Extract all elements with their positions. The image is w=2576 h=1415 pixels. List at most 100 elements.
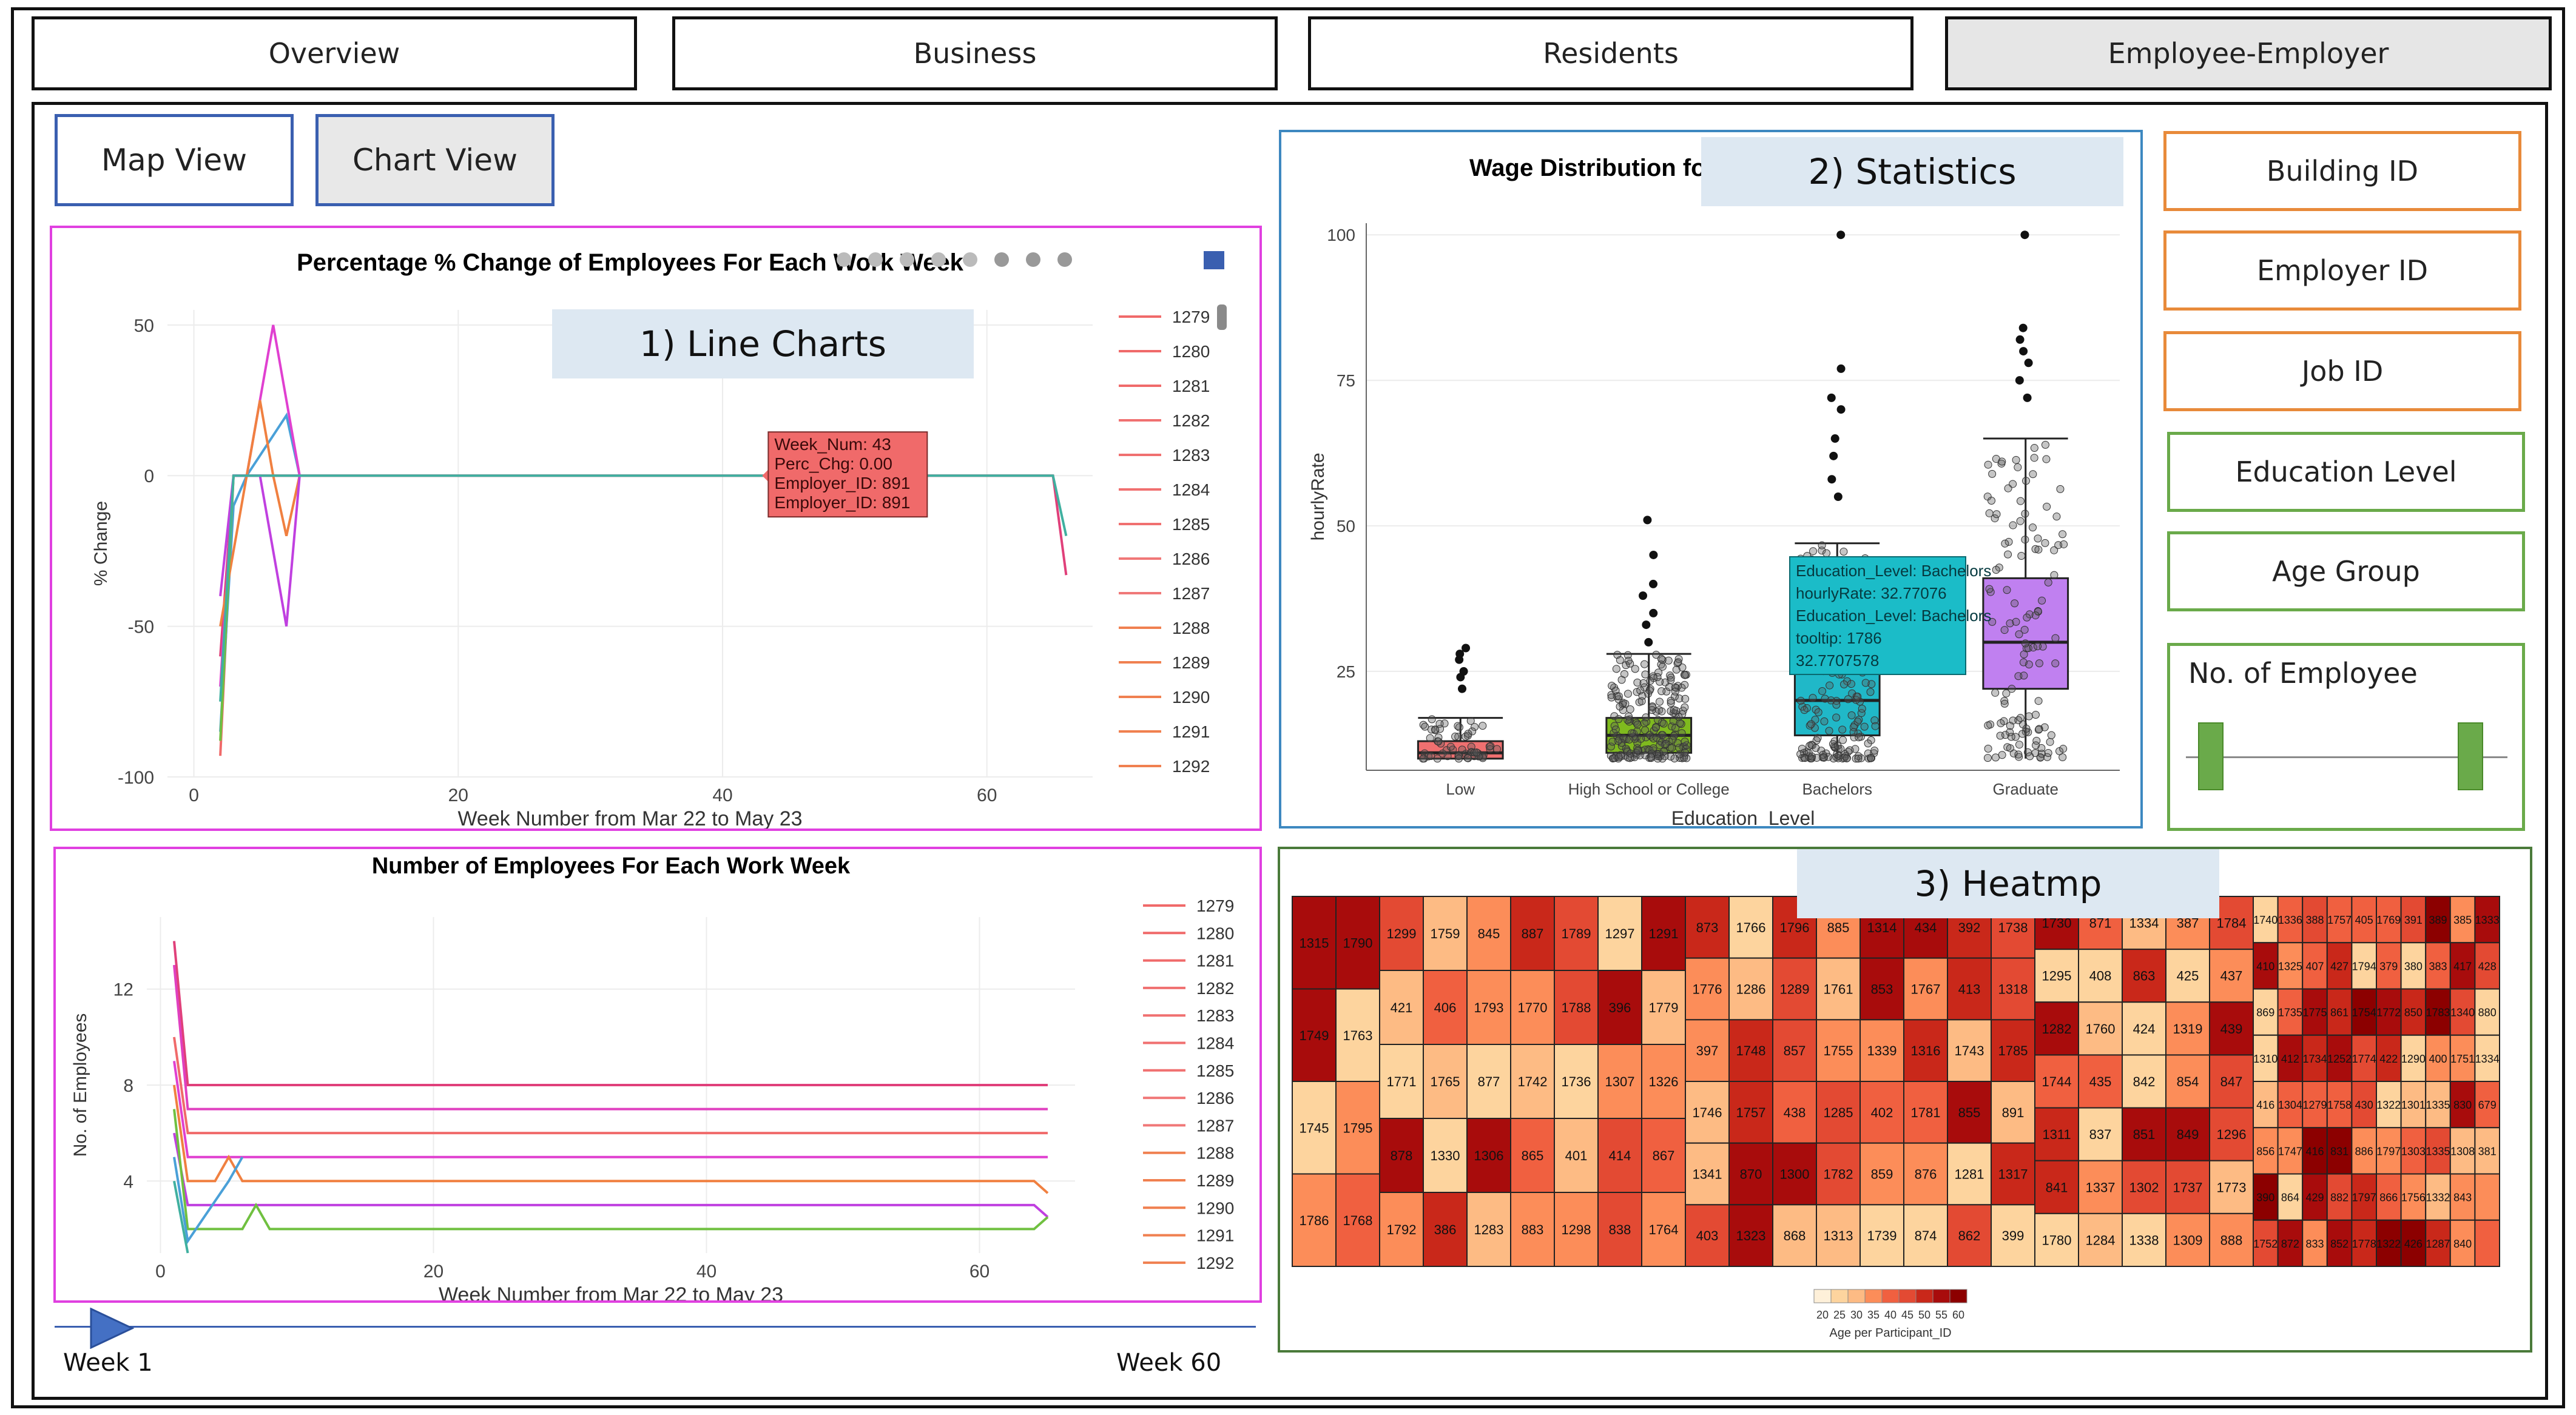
heat-cell[interactable] (1597, 1192, 1642, 1267)
heat-cell[interactable] (1554, 1118, 1599, 1193)
heat-cell[interactable] (1641, 1192, 1686, 1267)
map-view-button[interactable]: Map View (55, 114, 294, 206)
heat-cell[interactable] (1597, 1044, 1642, 1119)
heat-cell[interactable] (1597, 896, 1642, 971)
outlier-point[interactable] (1829, 451, 1838, 460)
legend-scrollbar[interactable] (1217, 304, 1227, 330)
series-line-1280[interactable] (219, 474, 1053, 756)
outlier-point[interactable] (1827, 475, 1836, 484)
heat-cell[interactable] (2351, 1219, 2378, 1267)
heat-cell[interactable] (1292, 1081, 1337, 1175)
heat-cell[interactable] (2253, 1034, 2279, 1082)
job-id-filter[interactable]: Job ID (2163, 331, 2521, 411)
heat-cell[interactable] (2277, 1173, 2304, 1221)
outlier-point[interactable] (1649, 579, 1658, 588)
legend-label[interactable]: 1284 (1196, 1034, 1234, 1053)
age-heatmap[interactable]: 1315 1749 1745 1786 1790 1763 1795 1768 1299 421 1… (1280, 849, 2530, 1350)
heat-cell[interactable] (1772, 1019, 1817, 1083)
heat-cell[interactable] (2474, 942, 2501, 990)
heat-cell[interactable] (1597, 970, 1642, 1045)
heat-cell[interactable] (2277, 942, 2304, 990)
heat-cell[interactable] (2122, 949, 2166, 1003)
heat-cell[interactable] (1466, 896, 1511, 971)
heat-cell[interactable] (2449, 896, 2476, 944)
heat-cell[interactable] (2376, 1219, 2402, 1267)
toolbar-icon[interactable] (1057, 252, 1072, 267)
heat-cell[interactable] (1292, 896, 1337, 990)
heat-cell[interactable] (1510, 1192, 1555, 1267)
heat-cell[interactable] (1903, 957, 1948, 1021)
heat-cell[interactable] (1947, 1204, 1992, 1267)
tab-overview[interactable]: Overview (32, 16, 637, 90)
legend-label[interactable]: 1279 (1172, 308, 1210, 326)
week-slider[interactable]: Week 1 Week 60 (55, 1308, 1256, 1399)
heat-cell[interactable] (2425, 896, 2451, 944)
heat-cell[interactable] (2474, 1081, 2501, 1129)
heat-cell[interactable] (2277, 1219, 2304, 1267)
heat-cell[interactable] (2400, 1173, 2427, 1221)
heat-cell[interactable] (1991, 1081, 2035, 1144)
range-max-handle[interactable] (2458, 722, 2483, 790)
heat-cell[interactable] (2253, 1127, 2279, 1175)
outlier-point[interactable] (2019, 347, 2028, 356)
heat-cell[interactable] (1335, 1173, 1380, 1267)
heat-cell[interactable] (1860, 1142, 1904, 1206)
outlier-point[interactable] (2015, 376, 2024, 385)
heat-cell[interactable] (2302, 1127, 2328, 1175)
heat-cell[interactable] (2351, 1173, 2378, 1221)
heat-cell[interactable] (1728, 896, 1773, 959)
legend-label[interactable]: 1285 (1196, 1061, 1234, 1080)
heat-cell[interactable] (1554, 896, 1599, 971)
legend-label[interactable]: 1286 (1172, 550, 1210, 568)
heat-cell[interactable] (1947, 1019, 1992, 1083)
heat-cell[interactable] (2449, 1034, 2476, 1082)
heat-cell[interactable] (1728, 1204, 1773, 1267)
heat-cell[interactable] (2376, 942, 2402, 990)
outlier-point[interactable] (1644, 637, 1653, 647)
outlier-point[interactable] (2023, 393, 2032, 402)
heat-cell[interactable] (1903, 1142, 1948, 1206)
heat-cell[interactable] (2122, 1001, 2166, 1056)
heat-cell[interactable] (2165, 1107, 2210, 1161)
wage-boxplot[interactable]: Wage Distribution fo 100 75 50 25 hourlyRate E… (1281, 132, 2140, 829)
outlier-point[interactable] (1462, 644, 1471, 653)
heat-cell[interactable] (2326, 942, 2353, 990)
outlier-point[interactable] (1836, 230, 1846, 240)
heat-cell[interactable] (1335, 896, 1380, 990)
employer-id-filter[interactable]: Employer ID (2163, 230, 2521, 311)
heat-cell[interactable] (2302, 1173, 2328, 1221)
outlier-point[interactable] (1459, 667, 1468, 676)
heat-cell[interactable] (2425, 1219, 2451, 1267)
heat-cell[interactable] (2277, 1127, 2304, 1175)
heat-cell[interactable] (1685, 1081, 1730, 1144)
outlier-point[interactable] (2015, 335, 2025, 344)
legend-label[interactable]: 1281 (1172, 377, 1210, 395)
heat-cell[interactable] (2474, 1219, 2501, 1267)
outlier-point[interactable] (1643, 516, 1652, 525)
heat-cell[interactable] (2376, 896, 2402, 944)
heat-cell[interactable] (2400, 1081, 2427, 1129)
heat-cell[interactable] (2351, 1127, 2378, 1175)
series-line-1280[interactable] (173, 941, 1048, 1086)
heat-cell[interactable] (2122, 1107, 2166, 1161)
heat-cell[interactable] (2376, 1081, 2402, 1129)
legend-label[interactable]: 1289 (1172, 653, 1210, 672)
outlier-point[interactable] (1649, 550, 1658, 559)
legend-label[interactable]: 1279 (1196, 896, 1234, 915)
heat-cell[interactable] (2326, 1219, 2353, 1267)
legend-label[interactable]: 1289 (1196, 1171, 1234, 1190)
legend-label[interactable]: 1292 (1172, 757, 1210, 776)
series-line-1286[interactable] (173, 1109, 1049, 1231)
series-line-1285[interactable] (173, 1132, 1049, 1218)
legend-label[interactable]: 1292 (1196, 1254, 1234, 1272)
heat-cell[interactable] (2209, 1054, 2254, 1109)
heat-cell[interactable] (2400, 1219, 2427, 1267)
heat-cell[interactable] (2400, 1127, 2427, 1175)
education-level-filter[interactable]: Education Level (2167, 432, 2525, 512)
series-line-1287[interactable] (219, 474, 1068, 702)
heat-cell[interactable] (1423, 896, 1468, 971)
outlier-point[interactable] (1833, 492, 1843, 501)
heat-cell[interactable] (2326, 1127, 2353, 1175)
heat-cell[interactable] (2351, 896, 2378, 944)
heat-cell[interactable] (2474, 1127, 2501, 1175)
